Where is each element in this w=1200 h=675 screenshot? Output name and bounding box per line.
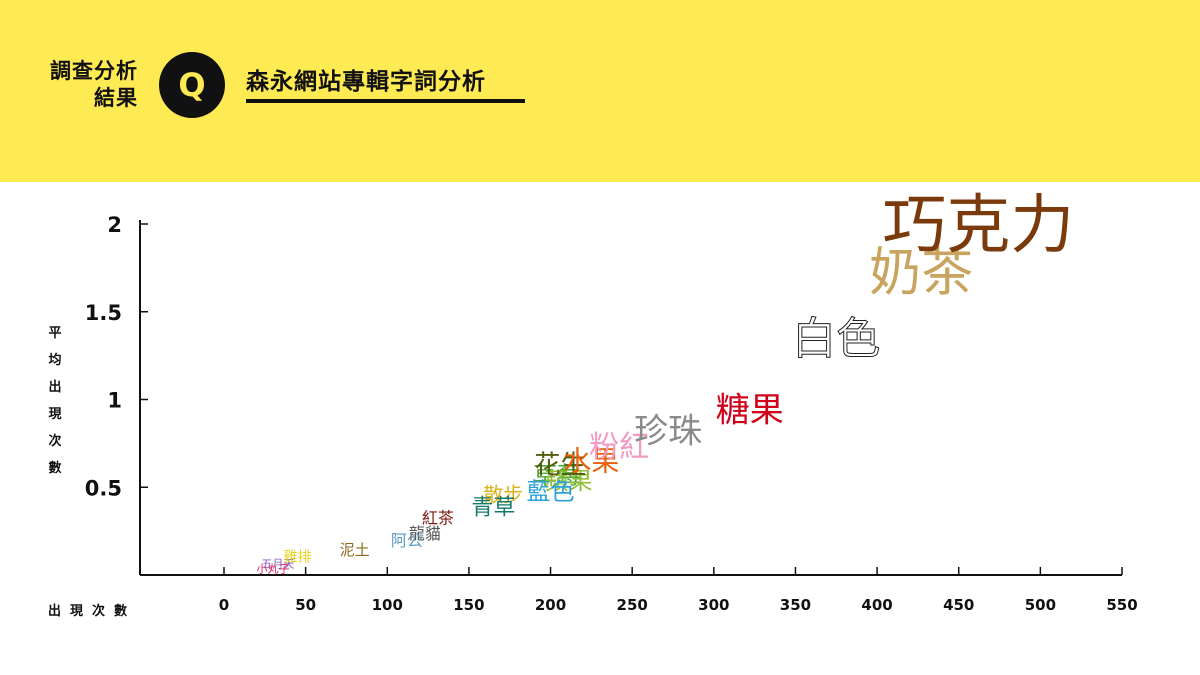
y-axis-label-char: 平: [48, 326, 62, 341]
question-letter: Q: [178, 66, 206, 104]
y-axis-label: 平均出現次數: [40, 320, 70, 482]
y-axis-label-char: 均: [48, 353, 62, 368]
x-tick-label: 400: [861, 596, 892, 614]
word-point: 紅茶: [422, 508, 454, 527]
word-point: 珍珠: [634, 411, 702, 451]
y-axis-label-char: 次: [48, 434, 62, 449]
section-tag-line1: 調查分析: [50, 59, 138, 83]
x-tick-label: 500: [1025, 596, 1056, 614]
axes: 0 50 100 150 200 250 300 350 400 450 500 550 0.5 1 1.5…: [85, 213, 1138, 614]
y-tick-label: 1: [107, 389, 122, 413]
x-tick-label: 100: [372, 596, 403, 614]
x-tick-label: 350: [780, 596, 811, 614]
word-point: 草莓: [533, 462, 581, 490]
y-tick-label: 0.5: [85, 476, 122, 500]
y-axis-label-char: 現: [48, 407, 62, 422]
x-tick-label: 0: [219, 596, 229, 614]
word-point: 花生: [534, 451, 586, 481]
word-point: 白色: [792, 314, 880, 365]
word-point: 青草: [471, 495, 515, 520]
word-point: 水果: [563, 445, 619, 478]
section-tag: 調查分析 結果: [38, 58, 138, 112]
word-point: 奶茶: [869, 244, 973, 304]
word-point: 龍貓: [409, 524, 441, 543]
word-point: 泥土: [340, 541, 370, 559]
title-underline: [246, 99, 525, 103]
word-point: 五月天: [261, 557, 294, 570]
y-tick-label: 1.5: [85, 301, 122, 325]
word-point: 小丸子: [256, 563, 289, 576]
y-axis-label-char: 出: [48, 380, 62, 395]
word-point: 阿公: [391, 531, 423, 550]
section-tag-line2: 結果: [94, 86, 138, 110]
y-tick-label: 2: [107, 213, 122, 237]
word-point: 藍色: [527, 478, 575, 506]
word-point: 蘋果: [545, 467, 593, 495]
word-point: 散步: [483, 483, 523, 507]
word-point: 巧克力: [882, 189, 1074, 263]
word-point: 粉紅: [589, 430, 649, 465]
x-tick-label: 550: [1106, 596, 1137, 614]
page-title: 森永網站專輯字詞分析: [246, 69, 486, 95]
x-tick-label: 200: [535, 596, 566, 614]
x-axis-label: 出現次數: [48, 604, 137, 619]
y-axis-label-char: 數: [48, 461, 62, 476]
word-point: 雞排: [283, 549, 311, 565]
x-tick-label: 50: [295, 596, 316, 614]
x-tick-label: 250: [617, 596, 648, 614]
x-tick-label: 300: [698, 596, 729, 614]
word-point: 糖果: [716, 390, 784, 430]
question-badge: Q: [159, 52, 225, 118]
x-tick-label: 150: [453, 596, 484, 614]
x-tick-label: 450: [943, 596, 974, 614]
